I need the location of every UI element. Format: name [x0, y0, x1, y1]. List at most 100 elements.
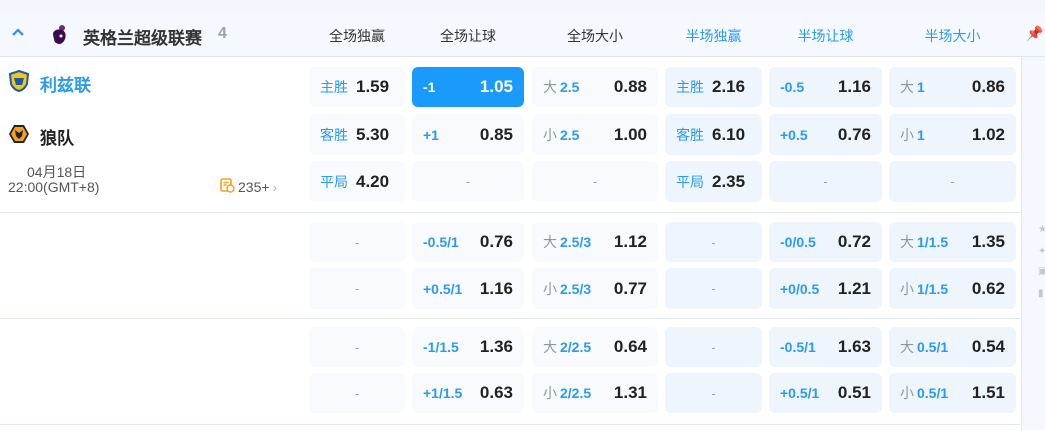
- odds-cell-ft-handicap[interactable]: -1 1.05: [412, 67, 524, 107]
- odds-value: 0.76: [837, 124, 871, 144]
- odds-value: 0.86: [971, 77, 1005, 96]
- handicap-line: +0.5/1: [780, 385, 820, 401]
- odds-cell-ft-1x2: -: [309, 268, 405, 309]
- odds-cell-ft-total[interactable]: 小 2.5/3 0.77: [532, 268, 658, 309]
- empty-odds: -: [711, 234, 716, 250]
- empty-odds: -: [354, 385, 360, 401]
- odds-cell-ft-1x2[interactable]: 主胜 1.59: [309, 67, 405, 107]
- empty-odds: -: [711, 385, 716, 401]
- odds-value: 1.36: [479, 337, 513, 356]
- odds-value: 1.12: [613, 232, 647, 251]
- odds-cell-ft-total[interactable]: 大 2.5 0.88: [532, 67, 658, 107]
- odds-cell-ft-1x2: -: [309, 327, 405, 367]
- over-under-label: 大: [900, 339, 914, 355]
- handicap-line: -0.5: [780, 79, 805, 95]
- col-header-ht-handicap: 半场让球: [797, 28, 854, 44]
- odds-cell-ft-handicap[interactable]: +0.5/1 1.16: [412, 268, 524, 309]
- pin-icon[interactable]: ✦: [1038, 246, 1045, 257]
- odds-cell-ht-total[interactable]: 大 0.5/1 0.54: [889, 327, 1016, 367]
- odds-value: 1.59: [356, 77, 390, 96]
- league-header: 英格兰超级联赛 4 全场独赢 全场让球 全场大小 半场独赢 半场让球 半场大小 …: [0, 12, 1045, 57]
- empty-odds: -: [354, 339, 360, 355]
- odds-cell-ft-handicap[interactable]: -0.5/1 0.76: [412, 222, 524, 262]
- odds-cell-ft-handicap: -: [412, 161, 524, 202]
- odds-cell-ht-total[interactable]: 大 1/1.5 1.35: [889, 222, 1016, 262]
- empty-odds: -: [465, 174, 471, 189]
- odds-cell-ht-total[interactable]: 小 1/1.5 0.62: [889, 268, 1016, 309]
- odds-value: 5.30: [356, 124, 390, 144]
- odds-cell-ht-handicap[interactable]: -0.5/1 1.63: [769, 327, 882, 367]
- odds-value: 0.64: [613, 337, 647, 356]
- outcome-label: 平局: [320, 173, 348, 190]
- odds-cell-ht-1x2[interactable]: 客胜 6.10: [665, 114, 762, 155]
- handicap-line: +0.5: [780, 126, 808, 143]
- score-icon[interactable]: ▣: [1038, 266, 1045, 277]
- handicap-line: -1/1.5: [423, 339, 459, 355]
- odds-cell-ft-total[interactable]: 大 2/2.5 0.64: [532, 327, 658, 367]
- outcome-label: 客胜: [676, 126, 704, 143]
- odds-cell-ft-handicap[interactable]: +1/1.5 0.63: [412, 373, 524, 413]
- home-team[interactable]: 利兹联: [8, 69, 91, 97]
- handicap-line: -0.5/1: [780, 339, 816, 355]
- odds-cell-ht-total: -: [889, 161, 1016, 202]
- odds-cell-ht-handicap[interactable]: +0.5/1 0.51: [769, 373, 882, 413]
- odds-cell-ft-handicap[interactable]: -1/1.5 1.36: [412, 327, 524, 367]
- odds-cell-ht-handicap[interactable]: -0.5 1.16: [769, 67, 882, 107]
- odds-cell-ft-total[interactable]: 大 2.5/3 1.12: [532, 222, 658, 262]
- odds-cell-ft-total: -: [532, 161, 658, 202]
- total-line: 1/1.5: [917, 280, 949, 297]
- pin-icon[interactable]: 📌: [1026, 25, 1044, 41]
- odds-cell-ft-handicap[interactable]: +1 0.85: [412, 114, 524, 155]
- odds-value: 1.16: [837, 77, 871, 96]
- outcome-label: 客胜: [320, 126, 348, 143]
- odds-cell-ht-1x2: -: [665, 222, 762, 262]
- total-line: 1: [917, 126, 925, 143]
- odds-value: 0.88: [613, 77, 647, 96]
- odds-value: 1.63: [837, 337, 871, 356]
- chevron-right-icon: ›: [272, 179, 278, 195]
- odds-value: 0.85: [479, 124, 513, 144]
- over-under-label: 小: [900, 280, 914, 297]
- over-under-label: 小: [900, 385, 914, 401]
- section-divider: [0, 318, 1020, 319]
- odds-cell-ht-handicap[interactable]: +0.5 0.76: [769, 114, 882, 155]
- more-markets-link[interactable]: 235+ ›: [220, 178, 277, 196]
- match-time: 22:00(GMT+8): [8, 179, 100, 195]
- odds-cell-ht-total[interactable]: 小 0.5/1 1.51: [889, 373, 1016, 413]
- empty-odds: -: [592, 174, 598, 189]
- total-line: 1: [917, 79, 925, 95]
- handicap-line: +1/1.5: [423, 385, 463, 401]
- top-strip: [0, 0, 1045, 12]
- odds-cell-ft-1x2[interactable]: 平局 4.20: [309, 161, 405, 202]
- odds-cell-ht-handicap[interactable]: -0/0.5 0.72: [769, 222, 882, 262]
- total-line: 2/2.5: [560, 339, 592, 355]
- total-line: 2.5/3: [560, 280, 592, 297]
- odds-cell-ht-total[interactable]: 大 1 0.86: [889, 67, 1016, 107]
- wolves-crest-icon: [8, 123, 30, 150]
- odds-cell-ft-total[interactable]: 小 2/2.5 1.31: [532, 373, 658, 413]
- odds-cell-ft-1x2[interactable]: 客胜 5.30: [309, 114, 405, 155]
- odds-value: 1.31: [613, 383, 647, 402]
- odds-cell-ht-1x2[interactable]: 平局 2.35: [665, 161, 762, 202]
- odds-cell-ht-1x2[interactable]: 主胜 2.16: [665, 67, 762, 107]
- home-team-name: 利兹联: [40, 76, 91, 95]
- odds-cell-ht-total[interactable]: 小 1 1.02: [889, 114, 1016, 155]
- odds-value: 0.77: [613, 278, 647, 298]
- league-name[interactable]: 英格兰超级联赛: [83, 29, 202, 48]
- odds-cell-ft-total[interactable]: 小 2.5 1.00: [532, 114, 658, 155]
- section-divider: [0, 424, 1020, 425]
- empty-odds: -: [823, 174, 828, 189]
- odds-value: 0.76: [479, 232, 513, 251]
- odds-cell-ht-handicap[interactable]: +0/0.5 1.21: [769, 268, 882, 309]
- away-team[interactable]: 狼队: [8, 123, 74, 150]
- star-icon[interactable]: ★: [1038, 224, 1045, 235]
- total-line: 0.5/1: [917, 339, 949, 355]
- odds-cell-ht-1x2: -: [665, 327, 762, 367]
- markets-icon: [220, 178, 235, 196]
- leeds-crest-icon: [8, 69, 30, 97]
- empty-odds: -: [950, 174, 955, 189]
- more-markets-count: 235+: [238, 179, 270, 195]
- chevron-up-icon[interactable]: [10, 24, 26, 40]
- section-divider: [0, 212, 1020, 213]
- stats-icon[interactable]: ▮: [1038, 288, 1044, 299]
